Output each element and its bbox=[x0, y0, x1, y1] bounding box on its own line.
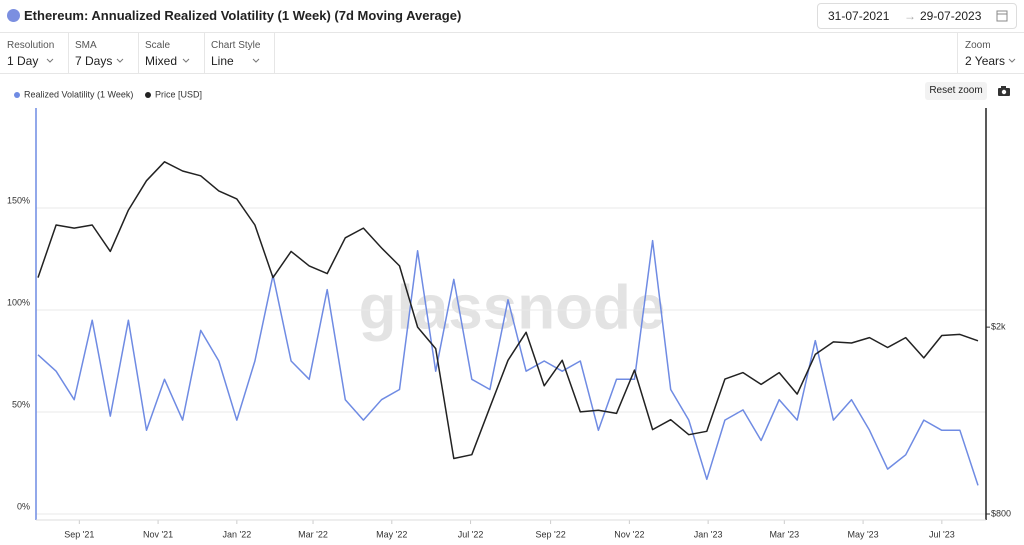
control-value: Line bbox=[211, 54, 234, 68]
header: Ethereum: Annualized Realized Volatility… bbox=[0, 0, 1024, 33]
chevron bbox=[46, 58, 54, 63]
control-label: Chart Style bbox=[211, 40, 261, 51]
control[interactable]: Chart Style Line bbox=[204, 33, 275, 73]
camera-icon[interactable] bbox=[997, 85, 1011, 97]
x-tick-label: May '23 bbox=[847, 529, 878, 539]
x-tick-label: Mar '23 bbox=[769, 529, 799, 539]
control-label: SMA bbox=[75, 40, 97, 51]
control-label: Scale bbox=[145, 40, 171, 51]
arrow: → bbox=[904, 9, 916, 23]
control-value: 1 Day bbox=[7, 54, 39, 68]
series-line bbox=[37, 161, 979, 460]
calendar-icon bbox=[996, 10, 1008, 22]
reset-zoom[interactable]: Reset zoom bbox=[925, 82, 987, 100]
y-tick-label: 100% bbox=[7, 297, 30, 307]
x-tick-label: Jan '22 bbox=[222, 529, 251, 539]
chevron-path bbox=[116, 58, 124, 63]
x-tick-label: May '22 bbox=[376, 529, 407, 539]
page-title: Ethereum: Annualized Realized Volatility… bbox=[24, 8, 462, 23]
x-tick-label: Mar '22 bbox=[298, 529, 328, 539]
control[interactable]: SMA 7 Days bbox=[68, 33, 139, 73]
control-label: Resolution bbox=[7, 40, 55, 51]
control-value: 2 Years bbox=[965, 54, 1006, 68]
date-range[interactable]: 31-07-2021 → 29-07-2023 bbox=[817, 3, 1017, 29]
chevron bbox=[252, 58, 260, 63]
chevron-path bbox=[1008, 58, 1016, 63]
y-tick-label: 0% bbox=[17, 501, 30, 511]
controls: Resolution 1 Day SMA 7 Days Scale Mixed Chart … bbox=[0, 33, 1024, 74]
chevron bbox=[116, 58, 124, 63]
control[interactable]: Resolution 1 Day bbox=[0, 33, 69, 73]
legend-marker bbox=[145, 92, 151, 98]
date-to[interactable]: 29-07-2023 bbox=[920, 9, 982, 23]
x-tick-label: Jan '23 bbox=[694, 529, 723, 539]
date-from[interactable]: 31-07-2021 bbox=[828, 9, 890, 23]
chevron-path bbox=[46, 58, 54, 63]
chevron-path bbox=[182, 58, 190, 63]
legend-label: Realized Volatility (1 Week) bbox=[24, 89, 133, 99]
control[interactable]: Scale Mixed bbox=[138, 33, 205, 73]
x-tick-label: Nov '21 bbox=[143, 529, 173, 539]
y-tick-label: 150% bbox=[7, 195, 30, 205]
chevron-path bbox=[252, 58, 260, 63]
chevron bbox=[182, 58, 190, 63]
series-line bbox=[37, 239, 979, 486]
control-value: 7 Days bbox=[75, 54, 113, 68]
x-tick-label: Sep '21 bbox=[64, 529, 94, 539]
x-tick-label: Jul '23 bbox=[929, 529, 955, 539]
asset-icon bbox=[7, 9, 20, 22]
control-value: Mixed bbox=[145, 54, 178, 68]
legend-label: Price [USD] bbox=[155, 89, 202, 99]
y-tick-label: 50% bbox=[12, 399, 30, 409]
y2-tick-label: $800 bbox=[991, 508, 1011, 518]
x-tick-label: Sep '22 bbox=[535, 529, 565, 539]
x-tick-label: Jul '22 bbox=[458, 529, 484, 539]
legend-marker bbox=[14, 92, 20, 98]
chevron bbox=[1008, 58, 1016, 63]
control-label: Zoom bbox=[965, 40, 991, 51]
y2-tick-label: $2k bbox=[991, 322, 1006, 332]
zoom-control[interactable]: Zoom 2 Years bbox=[957, 33, 1024, 73]
x-tick-label: Nov '22 bbox=[614, 529, 644, 539]
